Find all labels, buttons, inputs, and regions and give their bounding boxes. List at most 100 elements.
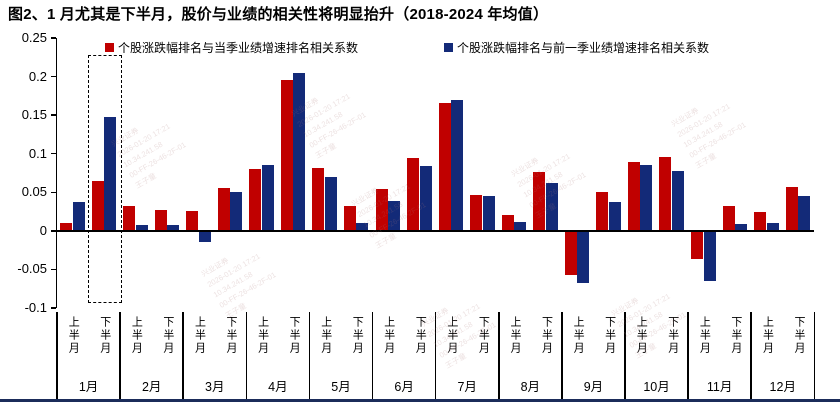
month-divider: [119, 312, 121, 399]
bar-blue-10月上半月: [640, 164, 653, 231]
legend-label-current-quarter: 个股涨跌幅排名与当季业绩增速排名相关系数: [118, 41, 359, 55]
half-month-label: 下半月: [98, 316, 111, 355]
month-divider: [245, 312, 248, 399]
bar-red-7月上半月: [438, 102, 451, 231]
y-axis-tick-label: 0.2: [28, 68, 47, 84]
half-month-label: 上半月: [130, 316, 143, 355]
half-month-label: 上半月: [445, 316, 458, 355]
bar-blue-1月上半月: [72, 202, 85, 231]
bar-blue-3月下半月: [230, 192, 243, 231]
bar-blue-6月下半月: [419, 166, 432, 231]
half-month-label: 下半月: [666, 316, 679, 355]
y-axis-tick-label: -0.05: [17, 261, 47, 277]
month-label: 12月: [769, 380, 796, 394]
watermark-text: 兴业证券 2026-01-20 17:21 10.34.241.58 00-FF…: [609, 291, 688, 361]
bar-blue-6月上半月: [388, 200, 401, 231]
watermark-text: 兴业证券 2026-01-20 17:21 10.34.241.58 00-FF…: [669, 101, 748, 171]
y-axis-tick: [50, 230, 56, 232]
legend-item-previous-quarter: 个股涨跌幅排名与前一季业绩增速排名相关系数: [444, 39, 709, 56]
y-axis-tick-label: 0.05: [21, 184, 47, 200]
bar-blue-7月下半月: [482, 196, 495, 231]
bar-blue-5月下半月: [356, 223, 369, 231]
month-label: 4月: [268, 380, 288, 394]
bar-red-9月上半月: [564, 230, 577, 275]
month-label: 9月: [583, 380, 604, 394]
half-month-label: 上半月: [698, 316, 711, 355]
bar-blue-10月下半月: [671, 170, 684, 231]
half-month-label: 下半月: [161, 316, 174, 355]
highlight-dashed-box: [87, 55, 122, 303]
bar-red-4月上半月: [249, 169, 262, 231]
bar-blue-3月上半月: [198, 230, 211, 242]
half-month-label: 上半月: [635, 316, 648, 355]
bar-red-10月上半月: [627, 162, 640, 231]
bar-red-11月上半月: [691, 230, 704, 259]
month-label: 8月: [520, 380, 541, 394]
month-divider: [624, 312, 626, 399]
bar-red-8月上半月: [501, 215, 514, 231]
half-month-label: 上半月: [319, 316, 332, 355]
month-divider: [182, 312, 184, 399]
month-divider: [750, 312, 752, 399]
half-month-label: 下半月: [224, 316, 237, 355]
bar-blue-2月下半月: [167, 224, 180, 231]
bar-blue-2月上半月: [135, 224, 148, 231]
bar-blue-11月下半月: [735, 223, 748, 231]
half-month-label: 下半月: [729, 316, 742, 355]
bar-red-3月上半月: [186, 210, 199, 231]
bar-blue-1月下半月: [104, 117, 116, 231]
half-month-label: 上半月: [67, 316, 80, 355]
y-axis-tick-label: 0.25: [21, 30, 47, 45]
bar-blue-4月上半月: [261, 165, 274, 231]
half-month-label: 下半月: [477, 316, 490, 355]
half-month-label: 下半月: [414, 316, 427, 355]
zero-axis-line: [57, 229, 815, 232]
month-divider: [371, 312, 374, 399]
bar-blue-12月下半月: [798, 196, 811, 231]
half-month-label: 下半月: [603, 316, 616, 355]
bar-blue-11月上半月: [703, 230, 716, 281]
bar-blue-12月上半月: [766, 223, 779, 231]
bar-red-10月下半月: [659, 156, 672, 231]
bottom-rule: [0, 399, 840, 402]
half-month-label: 上半月: [572, 316, 585, 355]
bar-red-8月下半月: [533, 172, 546, 231]
month-label: 3月: [205, 380, 225, 394]
month-divider: [56, 312, 58, 399]
month-label: 7月: [457, 380, 477, 394]
month-label: 2月: [141, 380, 162, 394]
y-axis-tick-label: 0.1: [28, 145, 47, 161]
y-axis-tick-label: -0.1: [24, 300, 47, 315]
bar-red-9月下半月: [596, 192, 609, 231]
legend-label-previous-quarter: 个股涨跌幅排名与前一季业绩增速排名相关系数: [457, 41, 710, 55]
bar-red-5月上半月: [312, 167, 325, 231]
half-month-label: 上半月: [761, 316, 774, 355]
y-axis-tick: [50, 307, 56, 309]
bar-red-6月下半月: [407, 158, 420, 231]
half-month-label: 下半月: [351, 316, 364, 355]
chart-title: 图2、1 月尤其是下半月，股价与业绩的相关性将明显抬升（2018-2024 年均…: [8, 6, 549, 23]
y-axis-tick: [50, 268, 56, 271]
half-month-label: 上半月: [256, 316, 269, 355]
legend-swatch-blue-icon: [444, 43, 453, 52]
bar-red-1月下半月: [91, 180, 104, 231]
y-axis-tick-label: 0: [39, 222, 47, 238]
y-axis-tick: [50, 191, 56, 194]
watermark-text: 兴业证券 2026-01-20 17:21 10.34.241.58 00-FF…: [419, 301, 498, 371]
month-label: 6月: [394, 380, 414, 394]
bar-red-11月下半月: [722, 206, 735, 231]
bar-red-2月下半月: [154, 210, 167, 231]
half-month-label: 上半月: [509, 316, 522, 355]
legend-swatch-red-icon: [105, 43, 114, 52]
y-axis-tick-label: 0.15: [21, 107, 47, 123]
bar-blue-9月上半月: [577, 230, 590, 284]
y-axis-line: [55, 38, 57, 308]
month-label: 1月: [78, 380, 99, 394]
bar-red-7月下半月: [470, 195, 483, 231]
month-divider: [687, 312, 689, 399]
bar-red-6月上半月: [375, 189, 388, 231]
month-label: 5月: [331, 380, 351, 394]
month-divider: [498, 312, 500, 399]
half-month-label: 下半月: [540, 316, 553, 355]
